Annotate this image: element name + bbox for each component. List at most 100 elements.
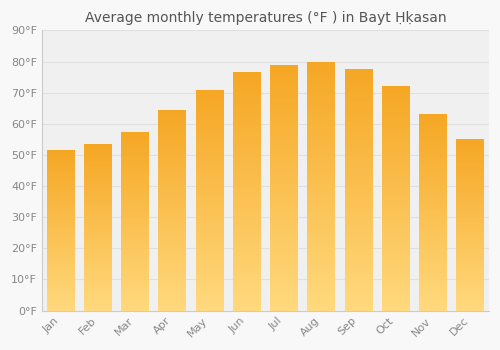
Bar [84,262,112,264]
Bar [308,62,336,64]
Bar [382,152,409,154]
Bar [121,264,149,266]
Bar [419,181,447,183]
Bar [233,113,261,116]
Bar [344,110,372,113]
Bar [419,271,447,273]
Bar [419,266,447,267]
Bar [382,241,409,243]
Bar [84,252,112,254]
Bar [158,198,186,200]
Bar [382,158,409,160]
Bar [382,275,409,277]
Bar [419,177,447,179]
Bar [233,146,261,149]
Bar [84,281,112,282]
Bar [121,278,149,280]
Bar [233,211,261,213]
Bar [196,226,224,229]
Bar [196,189,224,191]
Bar [121,307,149,309]
Bar [233,137,261,139]
Bar [158,170,186,172]
Bar [233,161,261,163]
Bar [308,102,336,104]
Bar [419,126,447,128]
Bar [456,288,484,290]
Bar [308,223,336,226]
Bar [196,194,224,196]
Bar [308,216,336,218]
Bar [196,249,224,251]
Bar [308,174,336,176]
Bar [84,236,112,237]
Bar [308,79,336,82]
Bar [419,228,447,230]
Bar [46,241,74,243]
Bar [233,94,261,96]
Bar [158,172,186,174]
Bar [121,153,149,155]
Bar [270,139,298,141]
Bar [158,164,186,166]
Bar [196,304,224,306]
Bar [344,178,372,180]
Bar [46,202,74,203]
Bar [121,137,149,139]
Bar [419,201,447,203]
Bar [84,201,112,202]
Bar [419,118,447,120]
Bar [121,139,149,141]
Bar [308,69,336,71]
Bar [456,204,484,206]
Bar [196,211,224,213]
Bar [46,229,74,230]
Bar [308,189,336,191]
Bar [382,111,409,113]
Bar [121,287,149,289]
Bar [46,298,74,299]
Bar [233,108,261,111]
Bar [196,152,224,154]
Bar [270,252,298,254]
Bar [233,246,261,249]
Bar [196,291,224,293]
Bar [46,218,74,219]
Bar [84,158,112,159]
Bar [233,175,261,177]
Bar [419,150,447,152]
Bar [233,125,261,127]
Bar [46,166,74,168]
Bar [84,276,112,277]
Bar [84,182,112,184]
Bar [419,277,447,279]
Bar [158,168,186,170]
Bar [84,159,112,161]
Bar [196,112,224,114]
Bar [344,106,372,108]
Bar [46,219,74,221]
Bar [121,185,149,187]
Bar [121,159,149,160]
Bar [270,141,298,144]
Bar [84,144,112,146]
Bar [121,291,149,293]
Bar [158,248,186,250]
Bar [121,164,149,166]
Bar [456,258,484,259]
Bar [456,220,484,222]
Bar [233,218,261,220]
Bar [382,246,409,248]
Bar [233,177,261,180]
Bar [344,238,372,241]
Bar [419,146,447,148]
Bar [382,273,409,275]
Bar [233,261,261,263]
Bar [46,198,74,200]
Bar [456,148,484,150]
Bar [46,165,74,166]
Bar [196,98,224,101]
Bar [308,119,336,121]
Bar [270,193,298,195]
Bar [233,149,261,151]
